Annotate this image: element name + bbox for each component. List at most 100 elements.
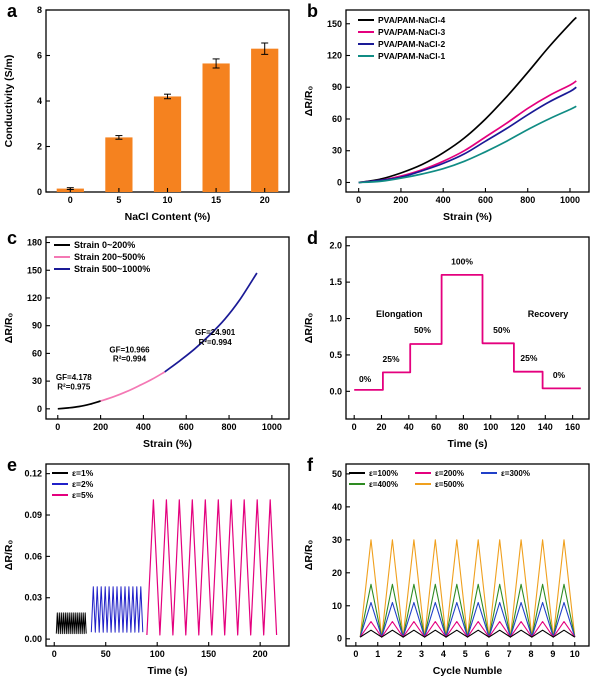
svg-text:800: 800 [222, 422, 237, 432]
svg-text:50%: 50% [414, 325, 431, 335]
svg-text:150: 150 [327, 19, 342, 29]
svg-text:ε=5%: ε=5% [72, 490, 94, 500]
panel-d: d 0.0 0.5 1.0 1.5 2.0 0 20 40 60 80 100 120 140 160 Ti… [300, 227, 600, 454]
svg-text:60: 60 [431, 422, 441, 432]
panel-c-label: c [7, 228, 18, 248]
svg-text:Time (s): Time (s) [147, 665, 187, 677]
svg-text:ε=500%: ε=500% [435, 480, 464, 489]
svg-text:0%: 0% [553, 370, 566, 380]
svg-text:4: 4 [37, 96, 42, 106]
svg-text:6: 6 [485, 649, 490, 659]
svg-text:0.09: 0.09 [24, 510, 42, 520]
svg-text:0.00: 0.00 [24, 634, 42, 644]
svg-text:0.0: 0.0 [329, 386, 342, 396]
svg-text:0: 0 [356, 195, 361, 205]
panel-f-cyclic-chart: 0 10 20 30 40 50 0 1 2 3 4 5 6 7 8 9 10 Cycle Numble ΔR/R₀… [303, 463, 590, 677]
svg-text:20: 20 [376, 422, 386, 432]
panel-c: c 0 30 60 90 120 150 180 0 200 400 600 800 1000 Strai… [0, 227, 300, 454]
panel-c-line-chart: 0 30 60 90 120 150 180 0 200 400 600 800 1000 Strain … [3, 236, 290, 450]
svg-text:60: 60 [32, 348, 42, 358]
svg-text:ε=1%: ε=1% [72, 468, 94, 478]
svg-text:PVA/PAM-NaCl-3: PVA/PAM-NaCl-3 [378, 27, 445, 37]
svg-text:8: 8 [528, 649, 533, 659]
svg-text:30: 30 [332, 535, 342, 545]
svg-text:ε=300%: ε=300% [501, 469, 530, 478]
svg-text:800: 800 [520, 195, 535, 205]
svg-text:10: 10 [570, 649, 580, 659]
svg-text:ΔR/R₀: ΔR/R₀ [303, 313, 315, 344]
svg-text:100%: 100% [451, 257, 473, 267]
svg-text:0: 0 [337, 634, 342, 644]
svg-text:100: 100 [150, 649, 165, 659]
svg-text:PVA/PAM-NaCl-1: PVA/PAM-NaCl-1 [378, 51, 445, 61]
svg-text:GF=4.178: GF=4.178 [56, 373, 92, 382]
svg-text:90: 90 [332, 82, 342, 92]
svg-text:25%: 25% [520, 353, 537, 363]
svg-text:1000: 1000 [262, 422, 282, 432]
svg-text:PVA/PAM-NaCl-4: PVA/PAM-NaCl-4 [378, 15, 445, 25]
svg-text:0.12: 0.12 [24, 469, 42, 479]
svg-text:20: 20 [260, 195, 270, 205]
svg-text:400: 400 [136, 422, 151, 432]
panel-f-label: f [307, 455, 313, 475]
svg-text:100: 100 [483, 422, 498, 432]
svg-text:30: 30 [332, 146, 342, 156]
panel-a-bar-chart: 0 2 4 6 8 NaCl Content (%) Conductivity (S/m) 0… [3, 5, 290, 223]
svg-text:0: 0 [337, 177, 342, 187]
svg-text:NaCl Content (%): NaCl Content (%) [125, 211, 211, 223]
svg-text:Cycle Numble: Cycle Numble [433, 665, 503, 677]
svg-text:150: 150 [27, 265, 42, 275]
svg-text:7: 7 [507, 649, 512, 659]
svg-text:9: 9 [550, 649, 555, 659]
svg-text:0: 0 [353, 649, 358, 659]
svg-text:50: 50 [332, 469, 342, 479]
panel-a-label: a [7, 1, 18, 21]
svg-text:0: 0 [37, 187, 42, 197]
svg-text:40: 40 [404, 422, 414, 432]
svg-text:ΔR/R₀: ΔR/R₀ [3, 313, 15, 344]
svg-text:0.5: 0.5 [329, 350, 342, 360]
panel-e-cyclic-chart: 0.00 0.03 0.06 0.09 0.12 0 50 100 150 200 Time (s)… [3, 463, 290, 677]
svg-text:3: 3 [419, 649, 424, 659]
svg-text:90: 90 [32, 321, 42, 331]
panel-a: a 0 2 4 6 8 NaCl Content (%) Conductivity (S/m… [0, 0, 300, 227]
svg-text:ΔR/R₀: ΔR/R₀ [303, 86, 315, 117]
svg-text:20: 20 [332, 568, 342, 578]
svg-text:4: 4 [441, 649, 446, 659]
svg-text:ε=2%: ε=2% [72, 479, 94, 489]
svg-text:Strain (%): Strain (%) [443, 211, 492, 223]
svg-text:40: 40 [332, 502, 342, 512]
svg-text:0.03: 0.03 [24, 593, 42, 603]
svg-text:1000: 1000 [560, 195, 580, 205]
panel-f: f 0 10 20 30 40 50 0 1 2 3 4 5 6 7 8 9 10 Cycle Numble ΔR/… [300, 454, 600, 681]
panel-d-label: d [307, 228, 318, 248]
svg-text:Recovery: Recovery [528, 309, 569, 319]
svg-text:Strain 500~1000%: Strain 500~1000% [74, 264, 150, 274]
panel-e: e 0.00 0.03 0.06 0.09 0.12 0 50 100 150 200 Time (… [0, 454, 300, 681]
svg-text:1: 1 [375, 649, 380, 659]
svg-text:0.06: 0.06 [24, 551, 42, 561]
svg-text:PVA/PAM-NaCl-2: PVA/PAM-NaCl-2 [378, 39, 445, 49]
svg-text:50%: 50% [493, 325, 510, 335]
svg-text:Conductivity (S/m): Conductivity (S/m) [3, 55, 15, 148]
svg-text:80: 80 [458, 422, 468, 432]
panel-b-label: b [307, 1, 318, 21]
svg-text:30: 30 [32, 376, 42, 386]
svg-text:2.0: 2.0 [329, 241, 342, 251]
svg-text:0: 0 [55, 422, 60, 432]
svg-text:180: 180 [27, 238, 42, 248]
svg-text:0%: 0% [359, 374, 372, 384]
svg-text:GF=10.966: GF=10.966 [109, 345, 150, 354]
svg-text:150: 150 [201, 649, 216, 659]
panel-b: b 0 30 60 90 120 150 0 200 400 600 800 1000 Strain (… [300, 0, 600, 227]
svg-text:60: 60 [332, 114, 342, 124]
svg-text:5: 5 [463, 649, 468, 659]
svg-text:ε=400%: ε=400% [369, 480, 398, 489]
svg-text:120: 120 [27, 293, 42, 303]
svg-text:R²=0.994: R²=0.994 [199, 338, 233, 347]
svg-text:10: 10 [162, 195, 172, 205]
svg-text:5: 5 [116, 195, 121, 205]
svg-text:ε=100%: ε=100% [369, 469, 398, 478]
svg-text:Strain (%): Strain (%) [143, 438, 192, 450]
svg-text:50: 50 [101, 649, 111, 659]
